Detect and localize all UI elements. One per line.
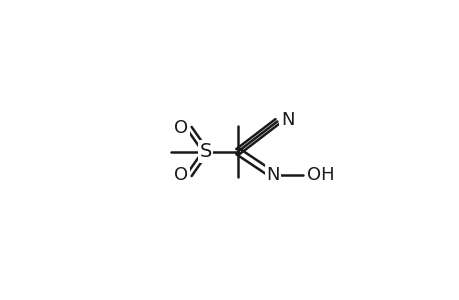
Text: OH: OH: [307, 166, 334, 184]
Text: N: N: [280, 111, 294, 129]
Text: O: O: [174, 119, 188, 137]
Text: N: N: [265, 166, 279, 184]
Text: S: S: [199, 142, 212, 161]
Text: O: O: [174, 166, 188, 184]
